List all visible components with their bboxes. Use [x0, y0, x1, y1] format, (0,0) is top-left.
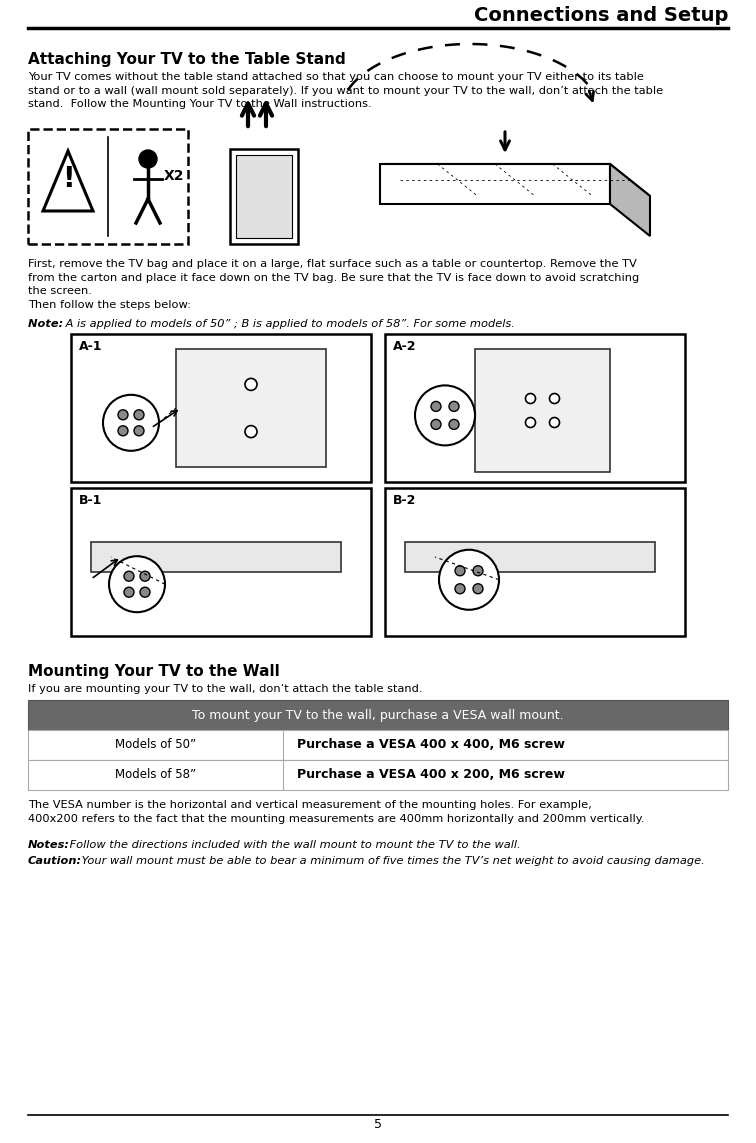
Circle shape: [140, 572, 150, 581]
Circle shape: [439, 550, 499, 609]
Text: A-2: A-2: [393, 339, 417, 353]
Bar: [405, 542, 655, 572]
Bar: [71, 488, 371, 636]
Text: Caution:: Caution:: [28, 856, 82, 866]
Circle shape: [550, 393, 559, 403]
Text: Mounting Your TV to the Wall: Mounting Your TV to the Wall: [28, 664, 280, 679]
Circle shape: [550, 417, 559, 427]
Circle shape: [431, 419, 441, 430]
Text: Purchase a VESA 400 x 400, M6 screw: Purchase a VESA 400 x 400, M6 screw: [297, 738, 565, 751]
Text: A is applied to models of 50” ; B is applied to models of 58”. For some models.: A is applied to models of 50” ; B is app…: [62, 319, 515, 329]
Circle shape: [431, 401, 441, 411]
Bar: [385, 334, 685, 482]
Text: Notes:: Notes:: [28, 840, 70, 850]
Polygon shape: [610, 163, 650, 235]
Circle shape: [134, 426, 144, 435]
Circle shape: [118, 410, 128, 419]
Bar: [71, 334, 371, 482]
Text: Attaching Your TV to the Table Stand: Attaching Your TV to the Table Stand: [28, 51, 345, 67]
FancyBboxPatch shape: [28, 129, 188, 243]
Circle shape: [118, 426, 128, 435]
Text: Note:: Note:: [28, 319, 67, 329]
Text: To mount your TV to the wall, purchase a VESA wall mount.: To mount your TV to the wall, purchase a…: [192, 709, 564, 721]
Bar: [28, 730, 728, 760]
Circle shape: [109, 557, 165, 613]
Bar: [385, 488, 685, 636]
Text: X2: X2: [164, 169, 184, 183]
Circle shape: [449, 419, 459, 430]
Circle shape: [455, 584, 465, 593]
Bar: [91, 542, 341, 572]
Text: !: !: [62, 165, 74, 193]
Text: Models of 58”: Models of 58”: [115, 768, 196, 782]
Text: Follow the directions included with the wall mount to mount the TV to the wall.: Follow the directions included with the …: [66, 840, 521, 850]
Circle shape: [140, 588, 150, 597]
Circle shape: [415, 385, 475, 446]
Circle shape: [139, 150, 157, 168]
Text: Your TV comes without the table stand attached so that you can choose to mount y: Your TV comes without the table stand at…: [28, 72, 663, 110]
Text: Purchase a VESA 400 x 200, M6 screw: Purchase a VESA 400 x 200, M6 screw: [297, 768, 565, 782]
Text: If you are mounting your TV to the wall, don’t attach the table stand.: If you are mounting your TV to the wall,…: [28, 684, 423, 694]
Bar: [176, 349, 326, 467]
Text: First, remove the TV bag and place it on a large, flat surface such as a table o: First, remove the TV bag and place it on…: [28, 259, 640, 310]
Bar: [28, 760, 728, 790]
Bar: [475, 349, 610, 472]
Circle shape: [455, 566, 465, 576]
Circle shape: [525, 417, 535, 427]
Circle shape: [525, 393, 535, 403]
Circle shape: [449, 401, 459, 411]
Text: B-1: B-1: [79, 494, 102, 507]
Text: Models of 50”: Models of 50”: [115, 738, 196, 751]
Bar: [230, 149, 298, 243]
Polygon shape: [43, 151, 93, 211]
Circle shape: [245, 378, 257, 391]
Circle shape: [134, 410, 144, 419]
Text: A-1: A-1: [79, 339, 103, 353]
Text: The VESA number is the horizontal and vertical measurement of the mounting holes: The VESA number is the horizontal and ve…: [28, 800, 645, 824]
Circle shape: [124, 588, 134, 597]
Circle shape: [245, 425, 257, 438]
Bar: [28, 700, 728, 730]
Polygon shape: [380, 163, 650, 195]
Circle shape: [124, 572, 134, 581]
Text: B-2: B-2: [393, 494, 417, 507]
Circle shape: [103, 394, 159, 450]
Text: Connections and Setup: Connections and Setup: [473, 6, 728, 25]
Circle shape: [473, 584, 483, 593]
Text: 5: 5: [374, 1118, 382, 1132]
Bar: [236, 155, 292, 238]
Circle shape: [473, 566, 483, 576]
Text: Your wall mount must be able to bear a minimum of five times the TV’s net weight: Your wall mount must be able to bear a m…: [78, 856, 705, 866]
Polygon shape: [380, 163, 610, 203]
